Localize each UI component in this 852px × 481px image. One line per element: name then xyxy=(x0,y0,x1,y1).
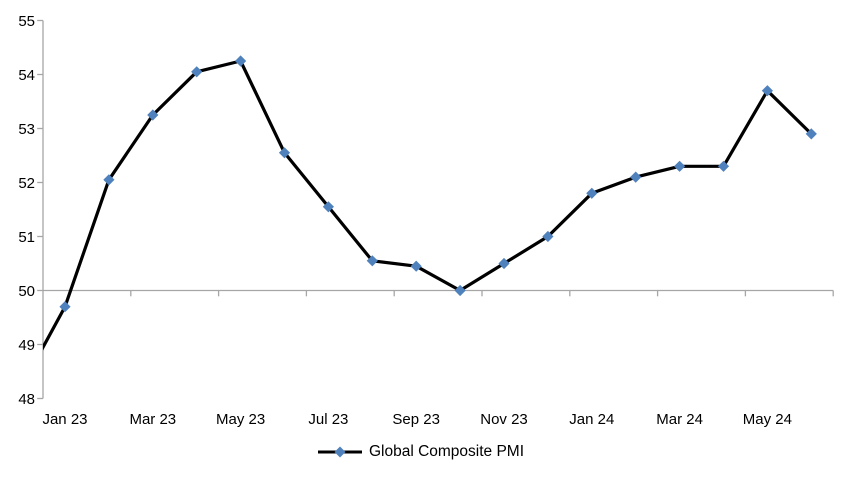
x-axis-labels: Jan 23 Mar 23 May 23 Jul 23 Sep 23 Nov 23 Jan … xyxy=(42,411,792,428)
series-global-composite-pmi xyxy=(43,55,817,351)
legend-label: Global Composite PMI xyxy=(368,443,525,460)
data-point-marker xyxy=(761,85,773,97)
y-axis-label: 53 xyxy=(18,121,35,138)
data-point-marker xyxy=(322,201,334,213)
data-point-marker xyxy=(498,257,510,270)
x-axis-label: Nov 23 xyxy=(480,411,528,428)
data-point-marker xyxy=(542,230,554,243)
y-axis-label: 49 xyxy=(18,337,35,354)
chart-legend: Global Composite PMI xyxy=(0,441,842,463)
data-point-marker xyxy=(674,160,686,172)
y-axis-label: 55 xyxy=(18,13,35,30)
data-point-marker xyxy=(191,66,203,78)
x-axis-label: Mar 23 xyxy=(129,411,176,428)
data-point-marker xyxy=(235,55,247,67)
legend-line-marker-icon xyxy=(317,446,362,458)
x-axis xyxy=(43,289,834,297)
data-point-marker xyxy=(717,160,730,172)
y-axis-label: 50 xyxy=(18,283,35,300)
y-axis xyxy=(37,19,44,400)
x-axis-label: Jan 23 xyxy=(42,411,87,428)
data-point-marker xyxy=(147,109,159,121)
data-point-marker xyxy=(366,255,378,267)
y-axis-labels: 48 49 50 51 52 53 54 55 xyxy=(18,13,35,408)
x-axis-label: May 24 xyxy=(743,411,792,428)
x-axis-label: Mar 24 xyxy=(656,411,703,428)
x-axis-label: Jul 23 xyxy=(308,411,348,428)
data-point-marker xyxy=(103,174,115,186)
series-line xyxy=(43,59,813,351)
data-point-marker xyxy=(454,284,466,297)
y-axis-label: 51 xyxy=(18,229,35,246)
data-point-marker xyxy=(59,301,71,313)
y-axis-label: 54 xyxy=(18,67,35,84)
x-axis-label: Sep 23 xyxy=(392,411,440,428)
data-point-marker xyxy=(410,260,422,272)
y-axis-label: 52 xyxy=(18,175,35,192)
data-point-marker xyxy=(805,128,817,140)
y-axis-label: 48 xyxy=(18,391,35,408)
data-point-marker xyxy=(630,171,642,183)
x-axis-label: May 23 xyxy=(216,411,265,428)
data-point-marker xyxy=(586,187,598,199)
x-axis-label: Jan 24 xyxy=(569,411,614,428)
data-point-marker xyxy=(278,147,291,159)
